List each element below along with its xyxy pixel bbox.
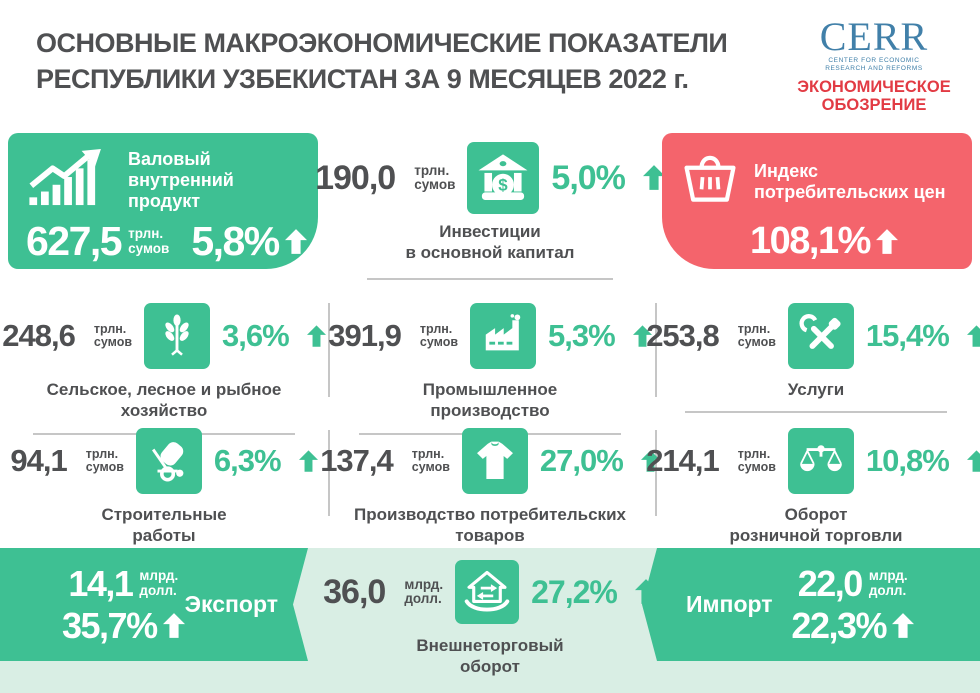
scales-icon [787,428,854,494]
export-value: 14,1 [68,562,133,604]
gdp-card: Валовый внутренний продукт 627,5 трлн. с… [8,133,318,269]
title-line-1: ОСНОВНЫЕ МАКРОЭКОНОМИЧЕСКИЕ ПОКАЗАТЕЛИ [36,28,728,58]
construction-label: Строительные работы [101,505,227,546]
cpi-label: Индекс потребительских цен [754,160,946,202]
up-arrow-icon [284,228,307,254]
retail-label: Оборот розничной торговли [729,505,903,546]
turnover-units: млрд. долл. [404,576,444,606]
consumer-goods-card: 137,4 трлн. сумов 27,0% Производство пот… [320,425,660,547]
logo-tagline: ЭКОНОМИЧЕСКОЕ ОБОЗРЕНИЕ [797,78,951,114]
up-arrow-icon [306,324,326,347]
industry-label: Промышленное производство [422,380,558,421]
consumer-goods-label: Производство потребительских товаров [354,505,626,546]
import-value: 22,0 [797,562,864,604]
investment-label: Инвестиции в основной капитал [405,222,575,263]
up-arrow-icon [640,449,660,472]
services-value: 253,8 [646,318,720,353]
up-arrow-icon [163,613,185,639]
page-title: ОСНОВНЫЕ МАКРОЭКОНОМИЧЕСКИЕ ПОКАЗАТЕЛИ Р… [36,26,728,97]
up-arrow-icon [298,449,318,472]
retail-growth: 10,8% [865,443,950,478]
retail-card: 214,1 трлн. сумов 10,8% [646,425,980,547]
logo-acronym: CERR [819,14,929,59]
investment-growth: 5,0% [551,158,625,197]
retail-value: 214,1 [646,443,720,478]
up-arrow-icon [966,449,980,472]
gdp-growth-chart-icon [26,149,114,212]
trade-turnover-card: 36,0 млрд. долл. 27,2% [323,556,657,678]
turnover-label: Внешнеторговый оборот [416,636,564,677]
gdp-value: 627,5 [26,218,123,264]
turnover-growth: 27,2% [531,573,618,610]
bank-icon: $ [467,142,540,214]
up-arrow-icon [966,324,980,347]
import-band: Импорт 22,0 млрд. долл. 22,3% [642,548,980,661]
industry-value: 391,9 [328,318,402,353]
services-label: Услуги [787,380,845,399]
services-units: трлн. сумов [737,321,776,349]
cpi-value: 108,1% [750,220,871,262]
consumer-goods-growth: 27,0% [539,443,624,478]
import-growth: 22,3% [791,604,887,646]
divider [655,430,657,516]
export-label: Экспорт [184,591,278,617]
divider [328,303,330,397]
wheat-icon [144,303,211,369]
svg-text:$: $ [499,176,509,195]
up-arrow-icon [642,165,665,190]
cerr-logo: CERR CENTER FOR ECONOMIC RESEARCH AND RE… [790,14,958,114]
retail-units: трлн. сумов [737,446,776,474]
investment-value: 190,0 [315,158,396,197]
agriculture-growth: 3,6% [222,318,290,353]
services-card: 253,8 трлн. сумов 15,4% Услуги [646,300,980,414]
up-arrow-icon [892,612,914,638]
consumer-goods-value: 137,4 [320,443,394,478]
agriculture-units: трлн. сумов [93,321,133,349]
export-units: млрд. долл. [139,568,179,598]
import-label: Импорт [686,591,773,617]
divider [367,277,613,280]
construction-value: 94,1 [10,443,67,478]
divider [685,411,947,414]
agriculture-label: Сельское, лесное и рыбное хозяйство [46,380,282,421]
industry-growth: 5,3% [548,318,616,353]
tshirt-icon [461,428,528,494]
factory-icon [470,303,537,369]
logo-subtitle: CENTER FOR ECONOMIC RESEARCH AND REFORMS [825,57,923,73]
construction-units: трлн. сумов [85,446,124,474]
agriculture-card: 248,6 трлн. сумов 3,6% [2,300,326,435]
gdp-growth: 5,8% [191,218,280,264]
divider [655,303,657,397]
gdp-label: Валовый внутренний продукт [128,149,234,211]
industry-card: 391,9 трлн. сумов 5,3% Промышленно [328,300,652,435]
gdp-units: трлн. сумов [128,226,170,256]
cpi-card: Индекс потребительских цен 108,1% [662,133,972,269]
foreign-trade-icon [455,560,520,624]
up-arrow-icon [632,324,652,347]
concrete-mixer-icon [135,428,202,494]
construction-card: 94,1 трлн. сумов 6,3% Строительные [8,425,320,547]
export-growth: 35,7% [62,604,157,646]
trade-strip: 14,1 млрд. долл. 35,7% Экспорт 36,0 [0,548,980,693]
export-band: 14,1 млрд. долл. 35,7% Экспорт [0,548,308,661]
divider [328,430,330,516]
services-growth: 15,4% [865,318,950,353]
basket-icon [680,149,740,214]
consumer-goods-units: трлн. сумов [411,446,450,474]
investment-card: 190,0 трлн. сумов $ 5,0% [315,142,665,280]
turnover-value: 36,0 [323,572,386,611]
tools-icon [787,303,854,369]
up-arrow-icon [875,228,898,254]
title-line-2: РЕСПУБЛИКИ УЗБЕКИСТАН ЗА 9 МЕСЯЦЕВ 2022 … [36,63,689,94]
import-units: млрд. долл. [868,568,908,598]
agriculture-value: 248,6 [2,318,76,353]
construction-growth: 6,3% [213,443,282,478]
investment-units: трлн. сумов [414,162,456,192]
industry-units: трлн. сумов [419,321,459,349]
